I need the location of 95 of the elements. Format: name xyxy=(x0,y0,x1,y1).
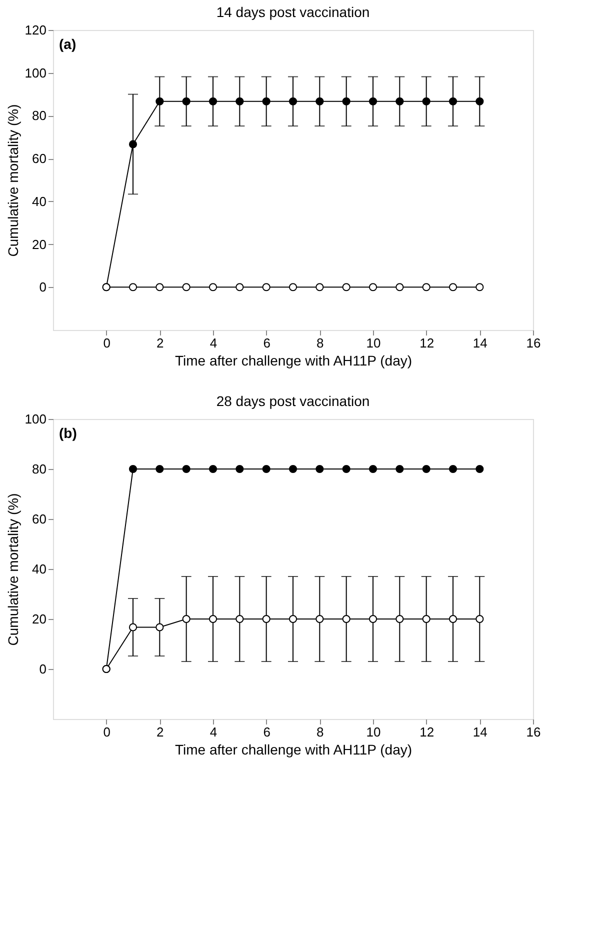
x-tick-label: 8 xyxy=(316,336,324,350)
chart-title: 14 days post vaccination xyxy=(216,4,370,20)
point xyxy=(288,97,298,106)
point xyxy=(476,283,484,292)
point xyxy=(368,97,378,106)
point xyxy=(128,283,138,292)
x-tick-label: 14 xyxy=(472,724,488,740)
x-tick-label: 14 xyxy=(472,336,488,350)
point xyxy=(262,614,270,624)
y-tick-label: 40 xyxy=(32,194,46,209)
point xyxy=(316,97,324,106)
y-tick-label: 0 xyxy=(39,280,46,295)
point xyxy=(448,614,458,624)
point xyxy=(262,283,270,292)
point xyxy=(396,614,404,624)
point xyxy=(448,283,458,292)
point xyxy=(316,464,324,474)
point xyxy=(342,614,350,624)
point xyxy=(396,464,404,474)
x-tick-label: 6 xyxy=(263,724,270,740)
point xyxy=(208,464,218,474)
y-tick-label: 40 xyxy=(32,562,46,576)
y-axis-title: Cumulative mortality (%) xyxy=(4,104,21,257)
point xyxy=(476,97,484,106)
point xyxy=(476,464,484,474)
point xyxy=(182,464,190,474)
point xyxy=(316,283,324,292)
point xyxy=(156,623,164,632)
point xyxy=(368,614,378,624)
point xyxy=(316,614,324,624)
point xyxy=(422,283,430,292)
x-tick-label: 0 xyxy=(103,336,110,350)
point xyxy=(262,464,270,474)
point xyxy=(422,97,430,106)
point xyxy=(208,97,218,106)
y-tick-label: 100 xyxy=(24,65,46,80)
point xyxy=(182,283,190,292)
y-tick-label: 100 xyxy=(24,412,46,426)
y-tick-label: 20 xyxy=(32,236,46,252)
point xyxy=(476,614,484,624)
point xyxy=(448,464,458,474)
annotation: (a) xyxy=(59,36,76,52)
x-tick-label: 0 xyxy=(103,724,110,740)
chart-title: 28 days post vaccination xyxy=(216,393,370,409)
point xyxy=(208,614,218,624)
point xyxy=(396,97,404,106)
y-tick-label: 60 xyxy=(32,512,46,526)
point xyxy=(156,283,164,292)
point xyxy=(342,97,350,106)
point xyxy=(396,283,404,292)
x-tick-label: 8 xyxy=(316,724,324,740)
point xyxy=(448,97,458,106)
point xyxy=(342,283,350,292)
point xyxy=(342,464,350,474)
point xyxy=(128,464,138,474)
point xyxy=(128,623,138,632)
point xyxy=(236,97,244,106)
x-tick-label: 10 xyxy=(366,724,381,740)
x-tick-label: 6 xyxy=(263,336,270,350)
point xyxy=(156,97,164,106)
x-tick-label: 4 xyxy=(210,724,218,740)
point xyxy=(208,283,218,292)
x-tick-label: 2 xyxy=(156,336,164,350)
point xyxy=(422,614,430,624)
x-tick-label: 2 xyxy=(156,724,164,740)
point xyxy=(156,464,164,474)
x-axis-title: Time after challenge with AH11P (day) xyxy=(174,352,412,368)
y-tick-label: 60 xyxy=(32,151,46,166)
x-tick-label: 10 xyxy=(366,336,381,350)
y-axis-title: Cumulative mortality (%) xyxy=(4,493,21,646)
x-axis-title: Time after challenge with AH11P (day) xyxy=(174,742,412,758)
point xyxy=(128,140,138,148)
point xyxy=(422,464,430,474)
x-tick-label: 12 xyxy=(420,336,434,350)
point xyxy=(288,464,298,474)
point xyxy=(368,283,378,292)
y-tick-label: 80 xyxy=(32,462,46,476)
point xyxy=(288,283,298,292)
x-tick-label: 16 xyxy=(526,724,541,740)
x-tick-label: 16 xyxy=(526,336,541,350)
y-tick-label: 120 xyxy=(24,22,46,38)
point xyxy=(236,464,244,474)
point xyxy=(236,614,244,624)
point xyxy=(368,464,378,474)
point xyxy=(288,614,298,624)
annotation: (b) xyxy=(59,425,77,441)
point xyxy=(182,614,190,624)
y-tick-label: 20 xyxy=(32,612,46,626)
x-tick-label: 4 xyxy=(210,336,218,350)
point xyxy=(262,97,270,106)
point xyxy=(236,283,244,292)
point xyxy=(182,97,190,106)
y-tick-label: 0 xyxy=(39,662,46,676)
y-tick-label: 80 xyxy=(32,108,46,124)
x-tick-label: 12 xyxy=(420,724,434,740)
